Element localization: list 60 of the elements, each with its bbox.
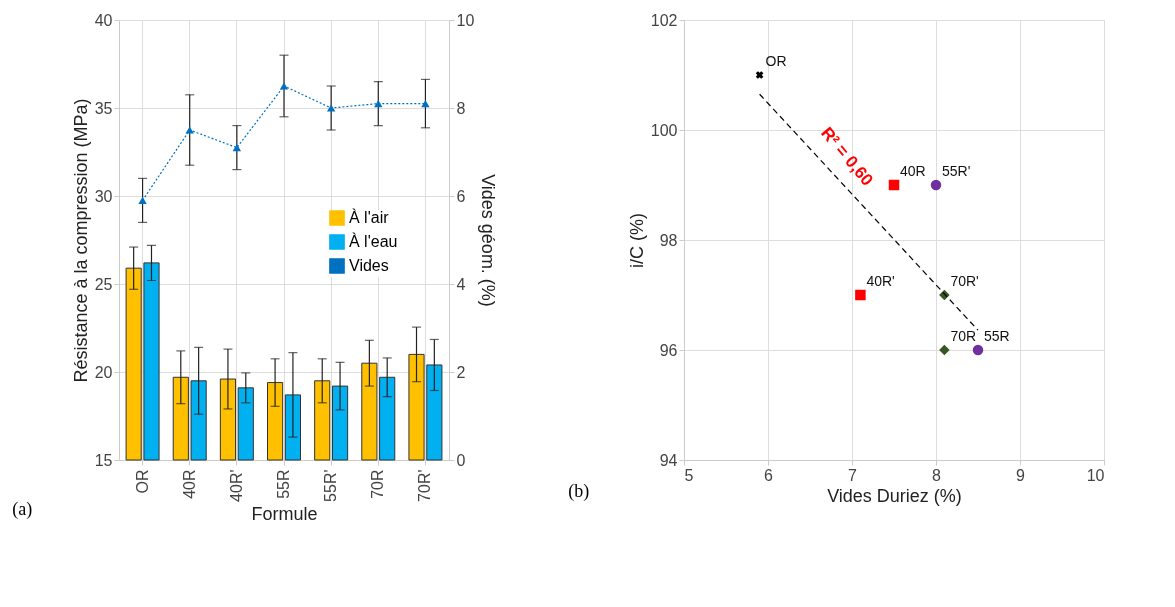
point (374, 99, 383, 108)
text: (b) (568, 481, 590, 502)
y-tick-label: 35 (94, 99, 113, 117)
y-tick-label: 40 (94, 11, 113, 29)
point (939, 344, 950, 356)
x-axis-title: Formule (251, 503, 318, 524)
y-tick-label: 98 (659, 231, 678, 249)
y-axis-title: i/C (%) (626, 213, 647, 268)
y-axis-title: Résistance à la compression (MPa) (70, 98, 91, 383)
series-label: 70R (950, 328, 977, 344)
y-tick-label: 30 (94, 187, 113, 205)
x-tick-label: 40R' (227, 469, 245, 502)
x-tick-label: 70R' (416, 469, 434, 502)
y-tick-label: 15 (94, 451, 113, 469)
y-tick-label: 25 (94, 275, 113, 293)
point (755, 71, 764, 79)
point (326, 104, 336, 112)
y2-tick-label: 6 (456, 187, 466, 205)
y2-tick-label: 4 (456, 275, 466, 293)
legend-label: À l'air (349, 208, 390, 226)
x-tick-label: 55R' (322, 469, 340, 502)
y-tick-label: 96 (659, 341, 678, 359)
point (855, 289, 866, 301)
series-label: 40R' (866, 273, 895, 289)
x-tick-label: 8 (932, 466, 942, 484)
series-label: 55R (984, 328, 1010, 344)
x-tick-label: 5 (684, 466, 694, 484)
x-tick-label: 40R (180, 469, 198, 499)
point (138, 196, 147, 205)
point (888, 179, 900, 191)
x-tick-label: 9 (1016, 466, 1026, 484)
text: (a) (12, 499, 33, 521)
point (279, 82, 289, 90)
series-label: 40R (900, 163, 926, 179)
legend-label: À l'eau (349, 232, 398, 250)
y2-tick-label: 2 (456, 363, 466, 381)
legend-label: Vides (349, 257, 389, 274)
y2-tick-label: 8 (456, 99, 466, 117)
series-label: 55R' (942, 163, 971, 179)
y-tick-label: 20 (94, 363, 113, 381)
point (232, 143, 242, 152)
x-tick-label: 6 (764, 466, 774, 484)
y2-tick-label: 10 (456, 11, 475, 29)
x-axis-title: Vides Duriez (%) (827, 485, 962, 506)
y-tick-label: 100 (650, 121, 678, 139)
x-tick-label: 55R (275, 469, 292, 499)
series-label: OR (765, 53, 787, 69)
y-tick-label: 94 (659, 451, 678, 469)
point (972, 344, 984, 356)
x-tick-label: OR (133, 469, 151, 494)
point (930, 179, 942, 191)
x-tick-label: 7 (848, 466, 858, 484)
y-tick-label: 102 (650, 11, 678, 29)
x-tick-label: 70R (369, 469, 387, 499)
y2-tick-label: 0 (456, 451, 466, 469)
series-label: 70R' (950, 273, 979, 289)
point (185, 126, 194, 134)
x-tick-label: 10 (1086, 466, 1105, 484)
y2-axis-title: Vides géom. (%) (478, 174, 499, 307)
point (421, 99, 430, 108)
